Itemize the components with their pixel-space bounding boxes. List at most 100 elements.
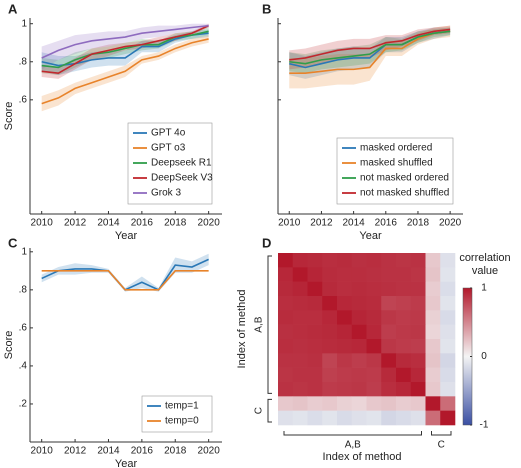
group-bracket bbox=[431, 431, 452, 436]
x-tick-label: 2018 bbox=[164, 446, 187, 457]
error-band bbox=[41, 23, 209, 79]
x-tick-label: 2014 bbox=[97, 446, 120, 457]
heatmap-cell bbox=[322, 410, 338, 426]
heatmap-cell bbox=[440, 296, 456, 311]
heatmap-cell bbox=[322, 281, 338, 297]
heatmap-cell bbox=[278, 410, 294, 426]
heatmap-cell bbox=[337, 367, 353, 383]
x-tick-label: 2020 bbox=[198, 218, 221, 229]
heatmap-cell bbox=[337, 324, 353, 340]
heatmap-cell bbox=[307, 253, 323, 268]
heatmap-cell bbox=[366, 267, 382, 282]
colorbar-tick-label: -1 bbox=[480, 420, 489, 431]
heatmap-cell bbox=[381, 382, 397, 397]
heatmap-cell bbox=[278, 353, 294, 368]
heatmap-cell bbox=[440, 324, 456, 340]
heatmap-cell bbox=[410, 267, 426, 282]
heatmap-cell bbox=[366, 396, 382, 411]
y-tick-label: .8 bbox=[19, 56, 28, 67]
heatmap-cell bbox=[322, 324, 338, 340]
heatmap-cell bbox=[322, 382, 338, 397]
heatmap-cell bbox=[307, 281, 323, 297]
heatmap-cell bbox=[425, 410, 441, 426]
heatmap-cell bbox=[351, 310, 367, 325]
x-tick-label: 2016 bbox=[375, 218, 398, 229]
heatmap-cell bbox=[440, 310, 456, 325]
group-label: C bbox=[438, 440, 445, 451]
heatmap-cell bbox=[278, 296, 294, 311]
colorbar-tick-label: 1 bbox=[481, 283, 487, 294]
heatmap-cell bbox=[337, 410, 353, 426]
heatmap-cell bbox=[381, 367, 397, 383]
heatmap-cell bbox=[425, 324, 441, 340]
heatmap-cell bbox=[307, 267, 323, 282]
heatmap-cell bbox=[410, 396, 426, 411]
legend-label: GPT 4o bbox=[151, 128, 186, 139]
heatmap-cell bbox=[381, 353, 397, 368]
x-tick-label: 2010 bbox=[278, 218, 301, 229]
group-bracket bbox=[283, 431, 422, 436]
series-line bbox=[289, 30, 451, 74]
heatmap-cell bbox=[410, 253, 426, 268]
heatmap-cell bbox=[292, 310, 308, 325]
error-band bbox=[41, 253, 209, 292]
heatmap-cell bbox=[307, 324, 323, 340]
error-band bbox=[41, 35, 209, 112]
heatmap-cell bbox=[292, 382, 308, 397]
heatmap-cell bbox=[396, 382, 412, 397]
heatmap-cell bbox=[292, 339, 308, 354]
heatmap-cell bbox=[337, 253, 353, 268]
heatmap-cell bbox=[322, 253, 338, 268]
heatmap-cell bbox=[410, 339, 426, 354]
heatmap-cell bbox=[322, 310, 338, 325]
legend-label: not masked shuffled bbox=[360, 188, 449, 199]
heatmap-cell bbox=[278, 310, 294, 325]
heatmap-cell bbox=[351, 339, 367, 354]
heatmap-cell bbox=[337, 310, 353, 325]
heatmap-cell bbox=[307, 353, 323, 368]
group-bracket bbox=[267, 255, 272, 394]
heatmap-cell bbox=[351, 353, 367, 368]
heatmap-cell bbox=[396, 367, 412, 383]
heatmap-cell bbox=[337, 382, 353, 397]
heatmap-cell bbox=[278, 367, 294, 383]
x-axis-label: Year bbox=[115, 230, 138, 242]
heatmap-cell bbox=[366, 339, 382, 354]
y-tick-label: 1 bbox=[21, 18, 27, 29]
heatmap-cell bbox=[337, 296, 353, 311]
heatmap-cell bbox=[278, 396, 294, 411]
legend-label: GPT o3 bbox=[151, 143, 186, 154]
x-tick-label: 2020 bbox=[439, 218, 462, 229]
legend-label: Deepseek R1 bbox=[151, 158, 212, 169]
y-tick-label: 1 bbox=[21, 246, 27, 257]
heatmap-cell bbox=[381, 339, 397, 354]
legend-box bbox=[141, 395, 213, 433]
heatmap-cell bbox=[396, 324, 412, 340]
heatmap-cell bbox=[292, 253, 308, 268]
group-label: C bbox=[254, 407, 265, 414]
heatmap-cell bbox=[292, 267, 308, 282]
series-line bbox=[289, 30, 451, 65]
heatmap-cell bbox=[425, 367, 441, 383]
heatmap-cell bbox=[292, 281, 308, 297]
heatmap-cell bbox=[366, 253, 382, 268]
heatmap-cell bbox=[322, 353, 338, 368]
panel-label: D bbox=[262, 235, 271, 250]
heatmap-cell bbox=[351, 367, 367, 383]
group-bracket bbox=[267, 398, 272, 423]
legend-label: not masked ordered bbox=[360, 173, 449, 184]
series-line bbox=[41, 270, 209, 291]
heatmap-cell bbox=[351, 281, 367, 297]
heatmap-cell bbox=[278, 281, 294, 297]
x-tick-label: 2012 bbox=[310, 218, 333, 229]
heatmap-cell bbox=[440, 267, 456, 282]
y-tick-label: .8 bbox=[19, 284, 28, 295]
y-axis-label: Score bbox=[3, 102, 15, 131]
x-tick-label: 2012 bbox=[64, 218, 87, 229]
heatmap-cell bbox=[322, 339, 338, 354]
heatmap-cell bbox=[351, 396, 367, 411]
series-line bbox=[41, 24, 209, 75]
heatmap-cell bbox=[366, 353, 382, 368]
heatmap-cell bbox=[381, 281, 397, 297]
